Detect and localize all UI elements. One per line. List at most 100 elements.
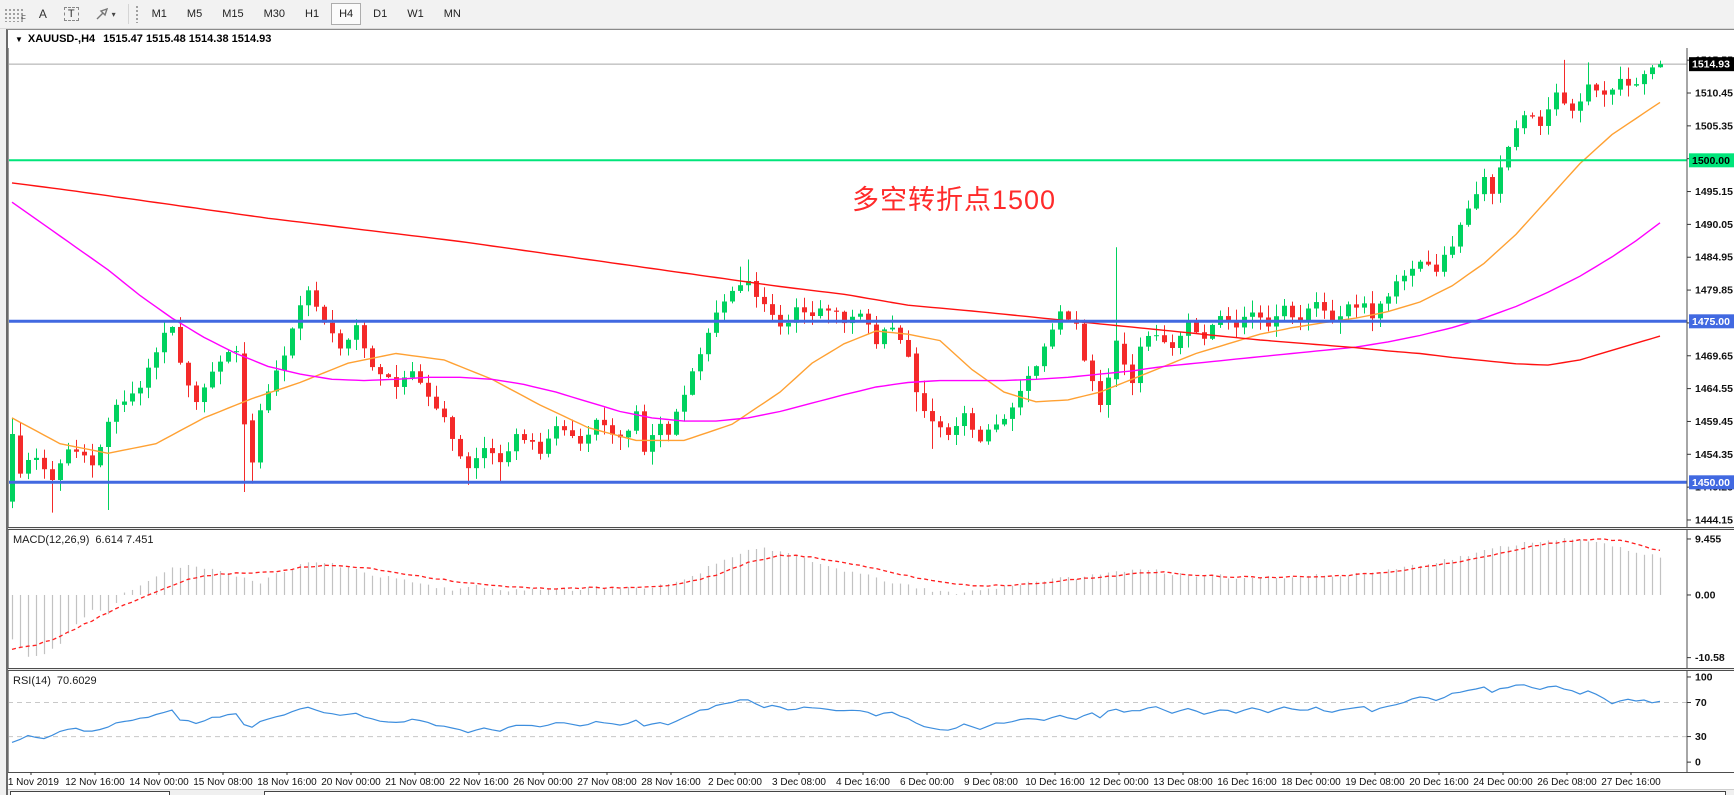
candle-body <box>1410 268 1415 276</box>
candles-layer <box>10 59 1663 513</box>
price-badge <box>1689 314 1734 329</box>
candle-body <box>1610 89 1615 95</box>
candle-body <box>538 441 543 454</box>
candle-body <box>490 448 495 454</box>
candle-body <box>242 353 247 425</box>
timeframe-button-M30[interactable]: M30 <box>256 3 293 25</box>
date-label: 11 Nov 2019 <box>8 777 59 788</box>
candle-body <box>1562 92 1567 104</box>
candle-body <box>162 332 167 353</box>
candle-body <box>746 280 751 286</box>
candle-body <box>194 385 199 403</box>
candle-body <box>154 352 159 368</box>
ma-fast-orange <box>11 101 1661 455</box>
candle-body <box>1514 128 1519 147</box>
candle-body <box>1034 366 1039 376</box>
timeframe-button-W1[interactable]: W1 <box>399 3 432 25</box>
horizontal-scrollbar[interactable] <box>8 789 1734 795</box>
date-label: 2 Dec 00:00 <box>708 777 762 788</box>
candle-body <box>82 451 87 456</box>
candle-body <box>250 420 255 463</box>
candle-body <box>1450 246 1455 255</box>
timeframe-button-M5[interactable]: M5 <box>179 3 210 25</box>
price-chart-panel[interactable]: 1515.551510.451505.351500.251495.151490.… <box>8 48 1734 527</box>
panel-divider[interactable] <box>8 527 1734 530</box>
candle-body <box>954 426 959 435</box>
drawing-tools-button[interactable]: ▾ <box>89 3 122 25</box>
candle-body <box>754 280 759 297</box>
candle-body <box>986 429 991 442</box>
price-badge <box>1689 57 1734 72</box>
candle-body <box>130 393 135 402</box>
rsi-tick-label: 100 <box>1695 671 1713 683</box>
candle-body <box>202 387 207 403</box>
date-label: 20 Nov 00:00 <box>321 777 381 788</box>
chart-symbol-period: XAUUSD-,H4 <box>27 33 96 45</box>
scrollbar-thumb[interactable] <box>10 791 170 795</box>
timeframes-drag-handle[interactable] <box>134 5 140 23</box>
timeframe-button-H1[interactable]: H1 <box>297 3 327 25</box>
timeframe-button-H4[interactable]: H4 <box>331 3 362 25</box>
price-tick-label: 1469.65 <box>1695 350 1733 362</box>
candle-body <box>1442 254 1447 272</box>
chart-title-bar[interactable]: ▼ XAUUSD-,H4 1515.47 1515.48 1514.38 151… <box>8 30 1734 48</box>
candle-body <box>1234 320 1239 328</box>
candle-body <box>1394 281 1399 297</box>
candle-body <box>922 393 927 412</box>
candle-body <box>1026 375 1031 391</box>
price-tick-label: 1505.35 <box>1695 120 1733 132</box>
candle-body <box>378 367 383 375</box>
date-label: 3 Dec 08:00 <box>772 777 826 788</box>
candle-body <box>1178 335 1183 348</box>
date-label: 14 Nov 00:00 <box>129 777 189 788</box>
candle-body <box>706 332 711 355</box>
date-label: 10 Dec 16:00 <box>1025 777 1085 788</box>
rsi-panel[interactable]: 100 70 30 0 <box>8 671 1734 772</box>
candle-body <box>786 322 791 327</box>
candle-body <box>602 419 607 426</box>
candle-body <box>10 434 15 502</box>
candle-body <box>658 423 663 436</box>
timeframe-button-M1[interactable]: M1 <box>144 3 175 25</box>
rsi-tick-label: 70 <box>1695 697 1707 709</box>
macd-tick-label: 9.455 <box>1695 533 1721 545</box>
price-tick-label: 1484.95 <box>1695 252 1733 264</box>
candle-body <box>426 382 431 397</box>
timeframe-button-MN[interactable]: MN <box>436 3 469 25</box>
toolbar-drag-handle[interactable] <box>3 6 23 22</box>
candle-body <box>1354 304 1359 308</box>
candle-body <box>842 311 847 324</box>
candle-body <box>50 469 55 480</box>
candle-body <box>290 328 295 356</box>
candle-body <box>802 307 807 313</box>
candle-body <box>866 313 871 325</box>
ma-slow-red <box>11 182 1661 366</box>
price-badge-label: 1514.93 <box>1692 59 1730 71</box>
date-label: 15 Nov 08:00 <box>193 777 253 788</box>
text-label-button[interactable]: A <box>32 3 54 25</box>
text-box-button[interactable]: T <box>58 3 85 25</box>
candle-body <box>730 290 735 302</box>
candle-body <box>546 438 551 454</box>
candle-body <box>138 387 143 394</box>
date-label: 18 Dec 00:00 <box>1281 777 1341 788</box>
candle-body <box>106 421 111 447</box>
candle-body <box>474 458 479 469</box>
timeframe-button-M15[interactable]: M15 <box>214 3 251 25</box>
price-tick-label: 1495.15 <box>1695 186 1733 198</box>
candle-body <box>610 425 615 435</box>
macd-panel[interactable]: 9.455 0.00 -10.58 <box>8 530 1734 668</box>
candle-body <box>1258 312 1263 318</box>
candle-body <box>258 410 263 463</box>
candle-body <box>1282 305 1287 317</box>
panel-divider[interactable] <box>8 668 1734 671</box>
timeframe-button-D1[interactable]: D1 <box>365 3 395 25</box>
price-badge-label: 1450.00 <box>1692 477 1730 489</box>
candle-body <box>874 324 879 345</box>
candle-body <box>1586 84 1591 102</box>
candle-body <box>1090 360 1095 382</box>
time-axis[interactable]: 11 Nov 2019 12 Nov 16:00 14 Nov 00:00 15 No… <box>8 772 1734 789</box>
candle-body <box>1194 322 1199 333</box>
scrollbar-track-segment[interactable] <box>264 791 1726 795</box>
toolbar-separator <box>127 4 129 24</box>
